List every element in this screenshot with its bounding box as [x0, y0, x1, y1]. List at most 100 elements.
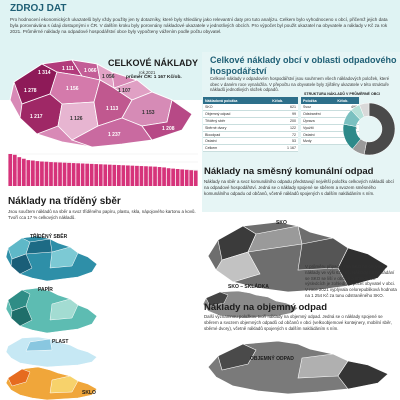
glass-map-title: SKLO	[82, 390, 96, 396]
table-cell: Využití	[301, 124, 336, 132]
table-cell: 1 167	[270, 144, 298, 153]
chart-bar	[144, 166, 148, 186]
region-value: 1 107	[118, 88, 131, 94]
sorted-total-map-title: TŘÍDĚNÝ SBĚR	[30, 234, 68, 240]
chart-bar	[126, 165, 130, 186]
chart-bar	[53, 162, 58, 186]
plastic-map-title: PLAST	[52, 339, 69, 345]
sko-map-title: SKO	[276, 220, 287, 226]
chart-bar	[148, 166, 153, 186]
overview-title: Celkové náklady obcí v oblasti odpadovéh…	[210, 55, 397, 76]
bulky-map-title: OBJEMNÝ ODPAD	[250, 356, 294, 362]
table-header: Kč/ob.	[270, 97, 298, 104]
glass-map	[5, 366, 98, 400]
chart-bar	[8, 154, 13, 186]
table-row: Bioodpad 72	[203, 131, 298, 139]
table-cell: 72	[270, 131, 298, 139]
chart-bar	[58, 162, 62, 186]
chart-bar	[180, 169, 185, 186]
table-row: Tříděný sběr 200	[203, 117, 298, 125]
costs-map: 1 314 1 111 1 066 1 056 1 278 1 156 1 10…	[9, 59, 193, 148]
sko-landfill-map	[202, 290, 299, 319]
table-cell: Svoz	[301, 104, 336, 112]
costs-map-year: rok 2021	[139, 70, 156, 75]
table-cell: 99	[270, 110, 298, 119]
region-value: 1 278	[24, 88, 37, 94]
chart-bar	[162, 167, 166, 186]
sko-section-title: Náklady na směsný komunální odpad	[204, 166, 374, 177]
table-cell: Odstranění	[301, 110, 336, 119]
chart-bar	[121, 165, 126, 186]
chart-bar	[139, 166, 144, 186]
chart-bar	[157, 167, 162, 186]
sorted-total-map	[5, 235, 98, 282]
source-title: ZDROJ DAT	[10, 3, 67, 14]
region-value: 1 237	[108, 132, 121, 138]
paper-map	[5, 287, 98, 334]
chart-bar	[184, 169, 189, 186]
table-row: Celkem 1 167	[203, 144, 298, 153]
table-cell: Sběrné dvory	[203, 124, 271, 132]
sko-section-text: Náklady na sběr a svoz komunálního odpad…	[204, 179, 394, 196]
chart-bar	[166, 168, 171, 186]
region-value: 1 126	[70, 116, 83, 122]
table-row: Svoz 490	[301, 104, 359, 112]
bulky-section-title: Náklady na objemný odpad	[204, 302, 327, 313]
table-header: Položka	[301, 97, 336, 104]
chart-bar	[107, 164, 112, 186]
region-value: 1 217	[30, 114, 43, 120]
chart-bar	[98, 164, 103, 186]
paper-map-title: PAPÍR	[38, 287, 53, 293]
chart-bar	[175, 169, 180, 186]
table-row: Sběrné dvory 122	[203, 124, 298, 132]
chart-bar	[189, 170, 194, 186]
region-value: 1 153	[142, 110, 155, 116]
table-cell: 200	[270, 117, 298, 125]
chart-bar	[67, 162, 71, 186]
donut-slice	[359, 102, 370, 118]
costs-map-average: průměr ČR: 1 167 Kč/ob.	[126, 75, 182, 80]
chart-bar	[71, 163, 76, 186]
chart-bar	[26, 160, 31, 186]
table-cell: Úprava	[301, 117, 336, 125]
chart-bar	[116, 165, 121, 186]
chart-bar	[89, 163, 94, 186]
overview-text: Celkové náklady v odpadovém hospodářství…	[210, 76, 390, 93]
table-cell: Bioodpad	[203, 131, 271, 139]
chart-bar	[35, 161, 40, 186]
sko-map	[207, 221, 389, 293]
chart-bar	[76, 163, 80, 186]
cost-items-table: Nákladová položka Kč/ob. SKO 621 Objemný …	[203, 97, 298, 153]
region-value: 1 066	[84, 68, 97, 74]
chart-bar	[171, 168, 175, 186]
table-cell: Objemný odpad	[203, 110, 271, 119]
chart-bar	[103, 164, 108, 186]
region-value: 1 056	[102, 74, 115, 80]
table-cell: Ostatní	[301, 131, 336, 139]
table-row: SKO 621	[203, 104, 298, 112]
table-cell: 122	[270, 124, 298, 132]
chart-bar	[85, 163, 90, 186]
table-cell: Tříděný sběr	[203, 117, 271, 125]
region-value: 1 113	[106, 106, 118, 112]
chart-bar	[21, 158, 26, 186]
chart-bar	[49, 162, 53, 186]
plastic-map	[5, 336, 98, 368]
table-cell: SKO	[203, 104, 271, 112]
sko-side-text: V průměru připadaly na SKO na obyvatele …	[305, 264, 397, 298]
chart-bar	[12, 154, 17, 186]
cost-structure-donut	[342, 102, 396, 156]
table-cell: Mzdy	[301, 137, 336, 146]
bulky-section-text: Další významnou položkou tvoří náklady n…	[204, 314, 392, 331]
table-header-row: Nákladová položka Kč/ob.	[203, 97, 298, 104]
table-cell: Ostatní	[203, 137, 271, 146]
region-value: 1 111	[62, 66, 74, 72]
sorted-section-text: Jsou součtem nákladů na sběr a svoz tříd…	[8, 209, 196, 220]
source-text: Pro hodnocení ekonomických ukazatelů byl…	[10, 17, 388, 35]
table-header: Kč/ob.	[335, 97, 359, 104]
chart-bar	[17, 157, 22, 186]
chart-bar	[40, 161, 44, 186]
chart-bar	[80, 163, 85, 186]
table-row: Objemný odpad 99	[203, 110, 298, 119]
chart-bar	[31, 160, 35, 186]
